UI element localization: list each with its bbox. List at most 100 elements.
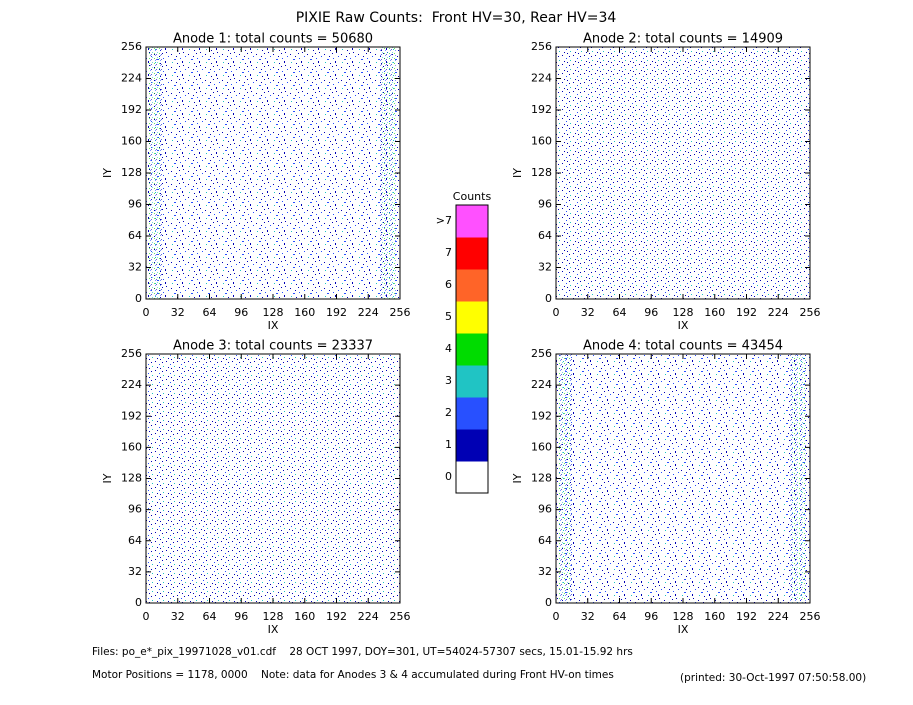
y-tick-label: 64	[128, 534, 142, 547]
y-axis-label: IY	[101, 473, 114, 483]
y-tick-label: 96	[538, 198, 552, 211]
x-tick-label: 64	[613, 306, 627, 319]
x-tick-label: 256	[390, 306, 411, 319]
x-tick-label: 224	[768, 306, 789, 319]
x-tick-label: 256	[800, 306, 821, 319]
x-tick-label: 64	[203, 610, 217, 623]
x-tick-label: 224	[358, 306, 379, 319]
color-label: 0	[445, 470, 452, 483]
y-tick-label: 256	[531, 40, 552, 53]
y-tick-label: 224	[531, 378, 552, 391]
x-axis-label: IX	[678, 623, 689, 636]
y-tick-label: 192	[531, 103, 552, 116]
color-label: 1	[445, 438, 452, 451]
x-tick-label: 96	[644, 306, 658, 319]
panel-title: Anode 2: total counts = 14909	[583, 32, 783, 47]
pixel-map	[556, 354, 810, 603]
color-cell	[455, 396, 489, 430]
x-tick-label: 96	[644, 610, 658, 623]
x-tick-label: 256	[800, 610, 821, 623]
y-tick-label: 160	[121, 440, 142, 453]
y-tick-label: 224	[121, 72, 142, 85]
x-axis-label: IX	[268, 623, 279, 636]
panel-title: Anode 3: total counts = 23337	[173, 339, 373, 354]
x-tick-label: 128	[263, 306, 284, 319]
y-tick-label: 32	[538, 565, 552, 578]
x-tick-label: 96	[234, 610, 248, 623]
y-tick-label: 96	[128, 198, 142, 211]
color-cell	[456, 461, 488, 493]
page-title: PIXIE Raw Counts: Front HV=30, Rear HV=3…	[296, 10, 617, 26]
x-tick-label: 32	[581, 610, 595, 623]
x-tick-label: 224	[358, 610, 379, 623]
x-tick-label: 32	[171, 306, 185, 319]
color-label: 5	[445, 310, 452, 323]
y-tick-label: 96	[128, 503, 142, 516]
color-cell	[455, 364, 489, 398]
y-tick-label: 256	[531, 347, 552, 360]
pixel-map-edge	[790, 354, 806, 603]
x-tick-label: 160	[294, 610, 315, 623]
color-cell	[455, 204, 489, 238]
y-tick-label: 128	[121, 472, 142, 485]
y-tick-label: 32	[128, 261, 142, 274]
footer-motor: Motor Positions = 1178, 0000 Note: data …	[92, 669, 614, 681]
color-cell	[455, 268, 489, 302]
y-tick-label: 32	[128, 565, 142, 578]
y-tick-label: 224	[121, 378, 142, 391]
color-label: 6	[445, 278, 452, 291]
y-tick-label: 0	[545, 292, 552, 305]
y-tick-label: 0	[135, 596, 142, 609]
y-tick-label: 64	[538, 534, 552, 547]
y-axis-label: IY	[511, 473, 524, 483]
y-tick-label: 192	[121, 409, 142, 422]
y-tick-label: 160	[531, 135, 552, 148]
y-tick-label: 224	[531, 72, 552, 85]
pixel-map-edge	[148, 47, 162, 299]
pixel-map-edge	[380, 47, 396, 299]
x-tick-label: 96	[234, 306, 248, 319]
y-tick-label: 64	[128, 229, 142, 242]
color-label: 3	[445, 374, 452, 387]
y-tick-label: 256	[121, 347, 142, 360]
x-tick-label: 256	[390, 610, 411, 623]
color-cell	[455, 236, 489, 270]
x-tick-label: 224	[768, 610, 789, 623]
pixel-map	[146, 354, 400, 603]
x-tick-label: 192	[736, 610, 757, 623]
y-tick-label: 160	[121, 135, 142, 148]
color-cell	[455, 428, 489, 462]
y-tick-label: 0	[545, 596, 552, 609]
pixel-map	[146, 47, 400, 299]
colorbar-title: Counts	[453, 190, 492, 203]
color-label: >7	[436, 214, 452, 227]
y-tick-label: 192	[121, 103, 142, 116]
y-tick-label: 96	[538, 503, 552, 516]
x-axis-label: IX	[268, 319, 279, 332]
x-tick-label: 0	[553, 610, 560, 623]
y-tick-label: 192	[531, 409, 552, 422]
y-tick-label: 32	[538, 261, 552, 274]
footer-files: Files: po_e*_pix_19971028_v01.cdf 28 OCT…	[92, 646, 633, 658]
x-tick-label: 32	[171, 610, 185, 623]
panel-title: Anode 4: total counts = 43454	[583, 339, 783, 354]
y-tick-label: 128	[531, 472, 552, 485]
color-cell	[455, 332, 489, 366]
y-axis-label: IY	[101, 168, 114, 178]
pixel-map	[556, 47, 810, 299]
color-label: 4	[445, 342, 452, 355]
x-tick-label: 64	[203, 306, 217, 319]
x-axis-label: IX	[678, 319, 689, 332]
y-tick-label: 64	[538, 229, 552, 242]
y-axis-label: IY	[511, 168, 524, 178]
y-tick-label: 0	[135, 292, 142, 305]
y-tick-label: 160	[531, 440, 552, 453]
x-tick-label: 0	[143, 610, 150, 623]
panel-title: Anode 1: total counts = 50680	[173, 32, 373, 47]
x-tick-label: 64	[613, 610, 627, 623]
x-tick-label: 160	[704, 306, 725, 319]
x-tick-label: 192	[736, 306, 757, 319]
x-tick-label: 0	[143, 306, 150, 319]
x-tick-label: 128	[263, 610, 284, 623]
